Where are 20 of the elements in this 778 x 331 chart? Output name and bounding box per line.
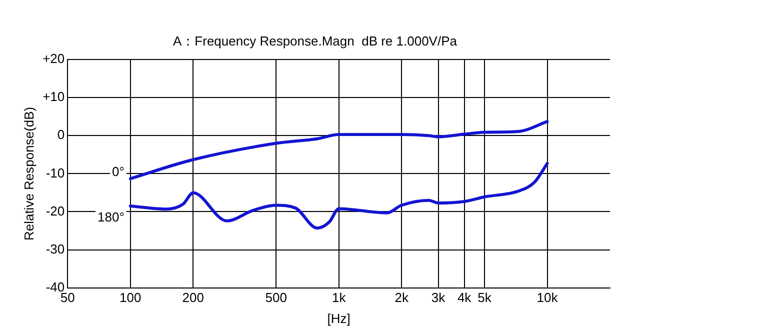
y-tick-label: -10 (46, 165, 65, 180)
x-tick-label: 2k (394, 290, 409, 306)
series-label: 0° (112, 164, 124, 180)
x-tick-label: 500 (265, 290, 287, 306)
x-tick-label: 4k (457, 290, 472, 306)
y-tick-label: -30 (46, 241, 65, 256)
y-tick-label: +10 (42, 89, 65, 104)
x-tick-label: 100 (120, 290, 142, 306)
x-tick-label: 3k (431, 290, 446, 306)
x-tick-label: 5k (478, 290, 492, 306)
y-tick-label: -20 (46, 203, 65, 218)
x-axis-title: [Hz] (327, 310, 350, 326)
series-label: 180° (98, 210, 124, 225)
x-tick-label: 10k (536, 290, 558, 306)
y-axis-title: Relative Response(dB) (21, 106, 36, 241)
y-tick-label: 0 (57, 127, 65, 142)
x-tick-label: 200 (182, 290, 204, 306)
chart-title: A：Frequency Response.Magn dB re 1.000V/Pa (173, 33, 458, 48)
y-tick-label: +20 (42, 51, 65, 66)
x-tick-label: 1k (332, 290, 346, 306)
